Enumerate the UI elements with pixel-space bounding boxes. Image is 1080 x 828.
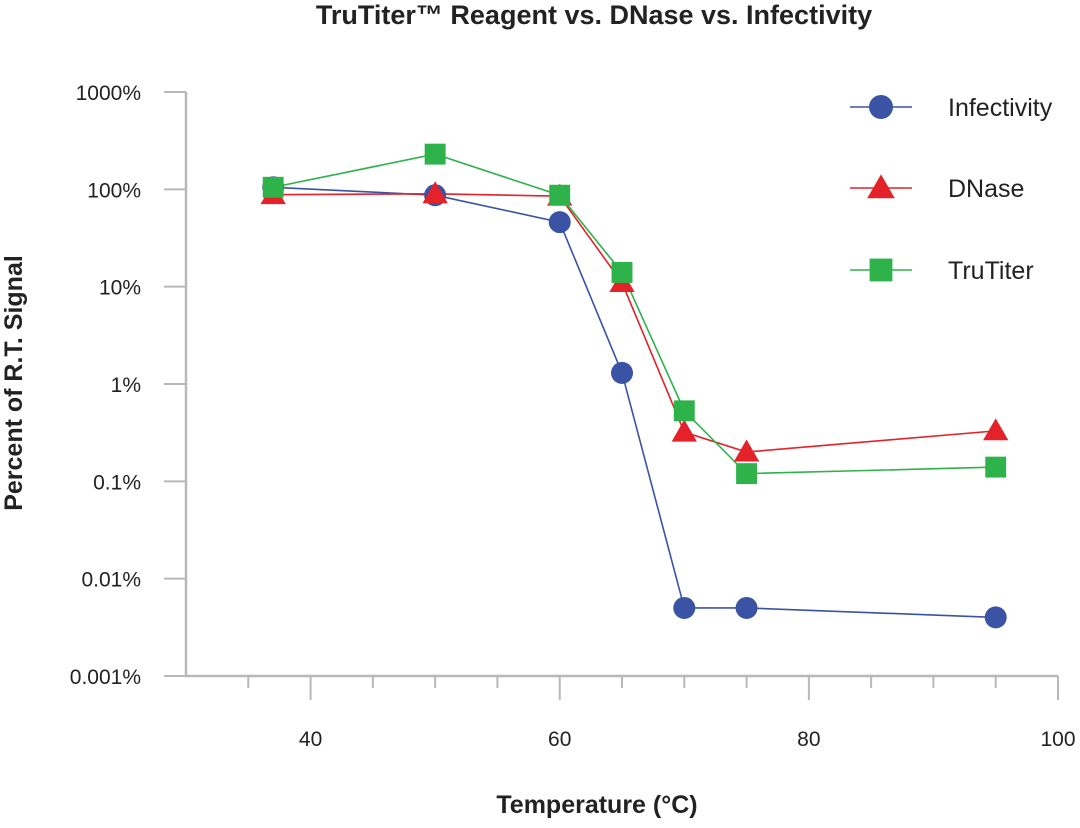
- data-point-dnase: [671, 419, 697, 442]
- legend-item-trutiter: TruTiter: [850, 257, 1034, 285]
- axes: 1000% 100% 10% 1% 0.1% 0.01% 0.001% 40 60 80 100: [70, 82, 1076, 751]
- x-tick-label: 40: [299, 728, 322, 751]
- y-tick-label: 1%: [111, 374, 141, 397]
- data-point-trutiter: [549, 184, 571, 206]
- chart-title: TruTiter™ Reagent vs. DNase vs. Infectiv…: [316, 0, 872, 30]
- legend-marker-dnase: [867, 174, 895, 199]
- y-tick-label: 0.001%: [70, 666, 141, 689]
- y-tick-label: 10%: [99, 277, 141, 300]
- legend-label: DNase: [948, 175, 1024, 203]
- data-point-infectivity: [984, 606, 1007, 629]
- legend-item-infectivity: Infectivity: [850, 94, 1053, 122]
- legend-label: Infectivity: [948, 94, 1053, 122]
- data-point-dnase: [733, 439, 760, 462]
- data-point-trutiter: [611, 261, 633, 283]
- y-tick-label: 1000%: [76, 82, 141, 105]
- data-point-trutiter: [673, 400, 695, 422]
- series-markers-trutiter: [262, 143, 1007, 485]
- x-tick-label: 100: [1040, 728, 1075, 751]
- data-point-trutiter: [424, 143, 446, 165]
- data-point-dnase: [983, 418, 1009, 441]
- y-tick-label: 0.01%: [81, 569, 141, 592]
- data-point-infectivity: [735, 596, 758, 619]
- data-point-dnase: [422, 181, 448, 204]
- data-point-infectivity: [611, 361, 633, 384]
- legend-label: TruTiter: [948, 257, 1034, 285]
- y-tick-label: 0.1%: [93, 471, 141, 494]
- data-point-trutiter: [736, 463, 758, 485]
- legend-item-dnase: DNase: [850, 174, 1024, 203]
- data-point-infectivity: [673, 596, 696, 619]
- x-tick-label: 60: [548, 728, 571, 751]
- data-point-trutiter: [262, 176, 284, 198]
- series-line-infectivity: [273, 186, 996, 619]
- legend-marker-infectivity: [869, 95, 893, 119]
- legend-marker-trutiter: [869, 258, 893, 282]
- data-point-infectivity: [548, 211, 571, 234]
- data-point-trutiter: [985, 456, 1007, 478]
- plot-area: [260, 143, 1009, 629]
- series-markers-infectivity: [262, 176, 1007, 629]
- legend: Infectivity DNase TruTiter: [850, 94, 1053, 285]
- x-axis-label: Temperature (°C): [496, 791, 697, 819]
- x-tick-label: 80: [797, 728, 820, 751]
- series-line-dnase: [273, 192, 996, 453]
- y-tick-label: 100%: [87, 179, 141, 202]
- y-axis-label: Percent of R.T. Signal: [0, 255, 28, 511]
